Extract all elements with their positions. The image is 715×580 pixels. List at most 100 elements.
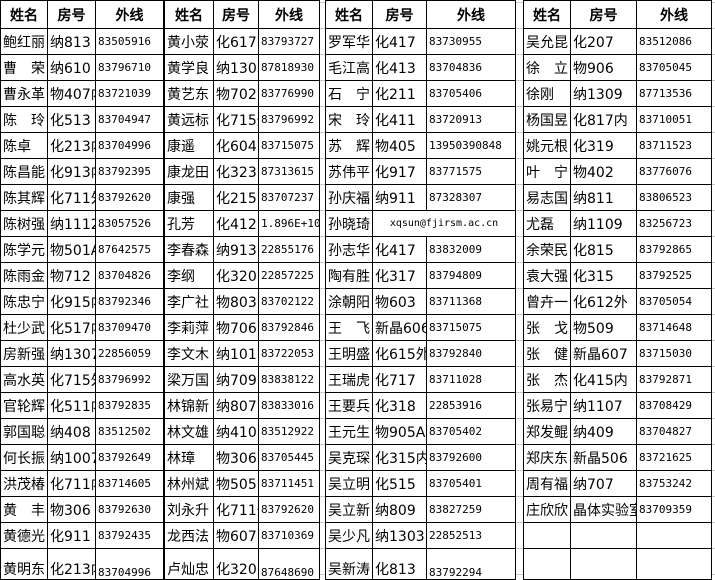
- ext-cell[interactable]: 22853916: [426, 392, 516, 419]
- room-cell[interactable]: 化417: [372, 28, 427, 55]
- ext-cell[interactable]: 83714605: [95, 470, 164, 497]
- room-cell[interactable]: 物603: [372, 288, 427, 315]
- ext-cell[interactable]: 83505916: [95, 28, 164, 55]
- ext-cell[interactable]: 83704836: [426, 54, 516, 81]
- room-cell[interactable]: 纳1107: [570, 392, 637, 419]
- room-cell[interactable]: 化415内: [570, 366, 637, 393]
- ext-cell[interactable]: 83707237: [258, 184, 320, 211]
- header-name[interactable]: 姓名: [164, 0, 214, 29]
- name-cell[interactable]: 梁万国: [164, 366, 214, 393]
- ext-cell[interactable]: 83838122: [258, 366, 320, 393]
- ext-cell[interactable]: 83512086: [636, 28, 712, 55]
- room-cell[interactable]: 纳709: [213, 366, 259, 393]
- room-cell[interactable]: 纳1309: [570, 80, 637, 107]
- room-cell[interactable]: 化315: [570, 262, 637, 289]
- name-cell[interactable]: 易志国: [523, 184, 571, 211]
- room-cell[interactable]: 纳911: [372, 184, 427, 211]
- name-cell[interactable]: 洪茂椿: [0, 470, 48, 497]
- header-name[interactable]: 姓名: [0, 0, 48, 29]
- room-cell[interactable]: 物501A: [47, 236, 96, 263]
- name-cell[interactable]: 康遥: [164, 132, 214, 159]
- name-cell[interactable]: 陈学元: [0, 236, 48, 263]
- ext-cell[interactable]: 22856059: [95, 340, 164, 367]
- name-cell[interactable]: 王要兵: [325, 392, 373, 419]
- room-cell[interactable]: 物405: [372, 132, 427, 159]
- name-cell[interactable]: 李莉萍: [164, 314, 214, 341]
- room-cell[interactable]: 纳410: [213, 418, 259, 445]
- room-cell[interactable]: 纳707: [570, 470, 637, 497]
- room-cell[interactable]: 化412: [213, 210, 259, 237]
- name-cell[interactable]: 吴允昆: [523, 28, 571, 55]
- name-cell[interactable]: 陶有胜: [325, 262, 373, 289]
- room-cell[interactable]: 物607: [213, 522, 259, 549]
- name-cell[interactable]: 罗军华: [325, 28, 373, 55]
- ext-cell[interactable]: 83806523: [636, 184, 712, 211]
- ext-cell[interactable]: 83832009: [426, 236, 516, 263]
- room-cell[interactable]: 物906: [570, 54, 637, 81]
- name-cell[interactable]: 苏伟平: [325, 158, 373, 185]
- ext-cell[interactable]: 83792649: [95, 444, 164, 471]
- room-cell[interactable]: 物803: [213, 288, 259, 315]
- ext-cell[interactable]: 83711028: [426, 366, 516, 393]
- name-cell[interactable]: 孙晓琦: [325, 210, 373, 237]
- ext-cell[interactable]: 83792346: [95, 288, 164, 315]
- room-cell[interactable]: 新晶607: [570, 340, 637, 367]
- name-cell[interactable]: 宋 玲: [325, 106, 373, 133]
- name-cell[interactable]: 官轮辉: [0, 392, 48, 419]
- ext-cell[interactable]: 83705445: [258, 444, 320, 471]
- header-ext[interactable]: 外线: [426, 0, 516, 29]
- room-cell[interactable]: 化612外: [570, 288, 637, 315]
- room-cell[interactable]: 物702: [213, 80, 259, 107]
- header-ext[interactable]: 外线: [636, 0, 712, 29]
- name-cell[interactable]: 鲍红丽: [0, 28, 48, 55]
- room-cell[interactable]: 纳1307: [47, 340, 96, 367]
- name-cell[interactable]: 曹永革: [0, 80, 48, 107]
- room-cell[interactable]: 化319: [570, 132, 637, 159]
- ext-cell[interactable]: 22855176: [258, 236, 320, 263]
- room-cell[interactable]: 化917: [372, 158, 427, 185]
- name-cell[interactable]: 曹 荣: [0, 54, 48, 81]
- ext-cell[interactable]: 87713536: [636, 80, 712, 107]
- room-cell[interactable]: 化711外: [47, 184, 96, 211]
- ext-cell[interactable]: 87642575: [95, 236, 164, 263]
- name-cell[interactable]: 陈雨金: [0, 262, 48, 289]
- name-cell[interactable]: 陈 玲: [0, 106, 48, 133]
- name-cell[interactable]: 康龙田: [164, 158, 214, 185]
- name-cell[interactable]: 林文雄: [164, 418, 214, 445]
- room-cell[interactable]: 化915内: [47, 288, 96, 315]
- room-cell[interactable]: 纳408: [47, 418, 96, 445]
- ext-cell[interactable]: 83792865: [636, 236, 712, 263]
- ext-cell[interactable]: 83705401: [426, 470, 516, 497]
- room-cell[interactable]: 化411: [372, 106, 427, 133]
- ext-cell[interactable]: 83705406: [426, 80, 516, 107]
- ext-cell[interactable]: 83730955: [426, 28, 516, 55]
- room-cell[interactable]: 纳1305: [213, 54, 259, 81]
- ext-cell[interactable]: 83256723: [636, 210, 712, 237]
- name-cell[interactable]: 叶 宁: [523, 158, 571, 185]
- header-name[interactable]: 姓名: [523, 0, 571, 29]
- name-cell[interactable]: 黄小荥: [164, 28, 214, 55]
- room-cell[interactable]: 化215: [213, 184, 259, 211]
- ext-cell[interactable]: 83827259: [426, 496, 516, 523]
- room-cell[interactable]: 新晶506: [570, 444, 637, 471]
- name-cell[interactable]: 郑庆东: [523, 444, 571, 471]
- header-name[interactable]: 姓名: [325, 0, 373, 29]
- name-cell[interactable]: 张 健: [523, 340, 571, 367]
- ext-cell[interactable]: 83776990: [258, 80, 320, 107]
- name-cell[interactable]: 孙庆福: [325, 184, 373, 211]
- room-cell[interactable]: 化318: [372, 392, 427, 419]
- name-cell[interactable]: 吴少凡: [325, 522, 373, 549]
- room-cell[interactable]: 物402: [570, 158, 637, 185]
- ext-cell[interactable]: 22852513: [426, 522, 516, 549]
- name-cell[interactable]: 余荣民: [523, 236, 571, 263]
- name-cell[interactable]: [523, 522, 571, 549]
- name-cell[interactable]: 徐刚: [523, 80, 571, 107]
- name-cell[interactable]: 杨国昱: [523, 106, 571, 133]
- name-cell[interactable]: 何长振: [0, 444, 48, 471]
- name-cell[interactable]: 林州斌: [164, 470, 214, 497]
- room-cell[interactable]: 晶体实验室: [570, 496, 637, 523]
- room-cell[interactable]: 纳1303: [372, 522, 427, 549]
- name-cell[interactable]: 吴立新: [325, 496, 373, 523]
- ext-cell[interactable]: 83792846: [258, 314, 320, 341]
- ext-cell[interactable]: 83776076: [636, 158, 712, 185]
